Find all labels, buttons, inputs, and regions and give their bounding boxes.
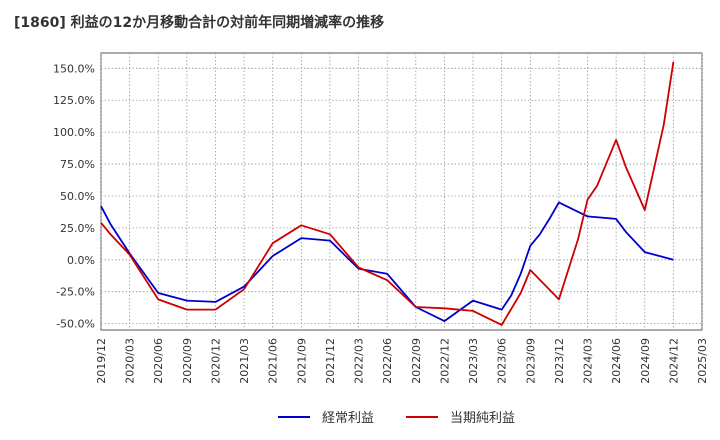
x-tick-label: 2021/06 [267, 338, 280, 384]
y-tick-label: 25.0% [60, 222, 95, 235]
y-tick-label: 0.0% [67, 254, 95, 267]
x-tick-label: 2021/03 [238, 338, 251, 384]
x-tick-label: 2024/12 [667, 338, 680, 384]
x-tick-label: 2022/06 [381, 338, 394, 384]
grid-lines [100, 53, 703, 330]
x-tick-label: 2023/06 [496, 338, 509, 384]
plot-area [100, 52, 703, 331]
x-tick-label: 2022/09 [410, 338, 423, 384]
x-tick-label: 2019/12 [95, 338, 108, 384]
x-tick-label: 2021/12 [324, 338, 337, 384]
y-tick-label: 50.0% [60, 190, 95, 203]
x-tick-label: 2023/12 [553, 338, 566, 384]
y-axis-ticks: 150.0% 125.0% 100.0% 75.0% 50.0% 25.0% 0.0% -25… [53, 62, 95, 330]
series-line-2 [100, 61, 675, 326]
x-tick-label: 2024/09 [639, 338, 652, 384]
legend-label-1: 経常利益 [322, 411, 374, 426]
y-tick-label: -25.0% [56, 286, 95, 299]
x-tick-label: 2020/09 [181, 338, 194, 384]
x-tick-label: 2020/03 [124, 338, 137, 384]
x-tick-label: 2023/09 [524, 338, 537, 384]
y-tick-label: 75.0% [60, 158, 95, 171]
y-tick-label: 150.0% [53, 62, 95, 75]
series-line-1 [100, 201, 674, 323]
legend: 経常利益 当期純利益 [278, 411, 515, 426]
x-tick-label: 2023/03 [467, 338, 480, 384]
x-tick-label: 2022/03 [353, 338, 366, 384]
chart-title: [1860] 利益の12か月移動合計の対前年同期増減率の推移 [14, 15, 385, 31]
x-tick-label: 2024/03 [582, 338, 595, 384]
series-lines [100, 61, 675, 326]
x-tick-label: 2020/06 [152, 338, 165, 384]
x-tick-label: 2022/12 [438, 338, 451, 384]
x-tick-label: 2024/06 [610, 338, 623, 384]
x-tick-label: 2025/03 [696, 338, 709, 384]
y-tick-label: 100.0% [53, 126, 95, 139]
y-tick-label: 125.0% [53, 94, 95, 107]
legend-label-2: 当期純利益 [450, 411, 515, 426]
x-axis-ticks: 2019/12 2020/03 2020/06 2020/09 2020/12 2021/… [95, 338, 709, 384]
x-tick-label: 2020/12 [209, 338, 222, 384]
y-tick-label: -50.0% [56, 318, 95, 331]
x-tick-label: 2021/09 [295, 338, 308, 384]
